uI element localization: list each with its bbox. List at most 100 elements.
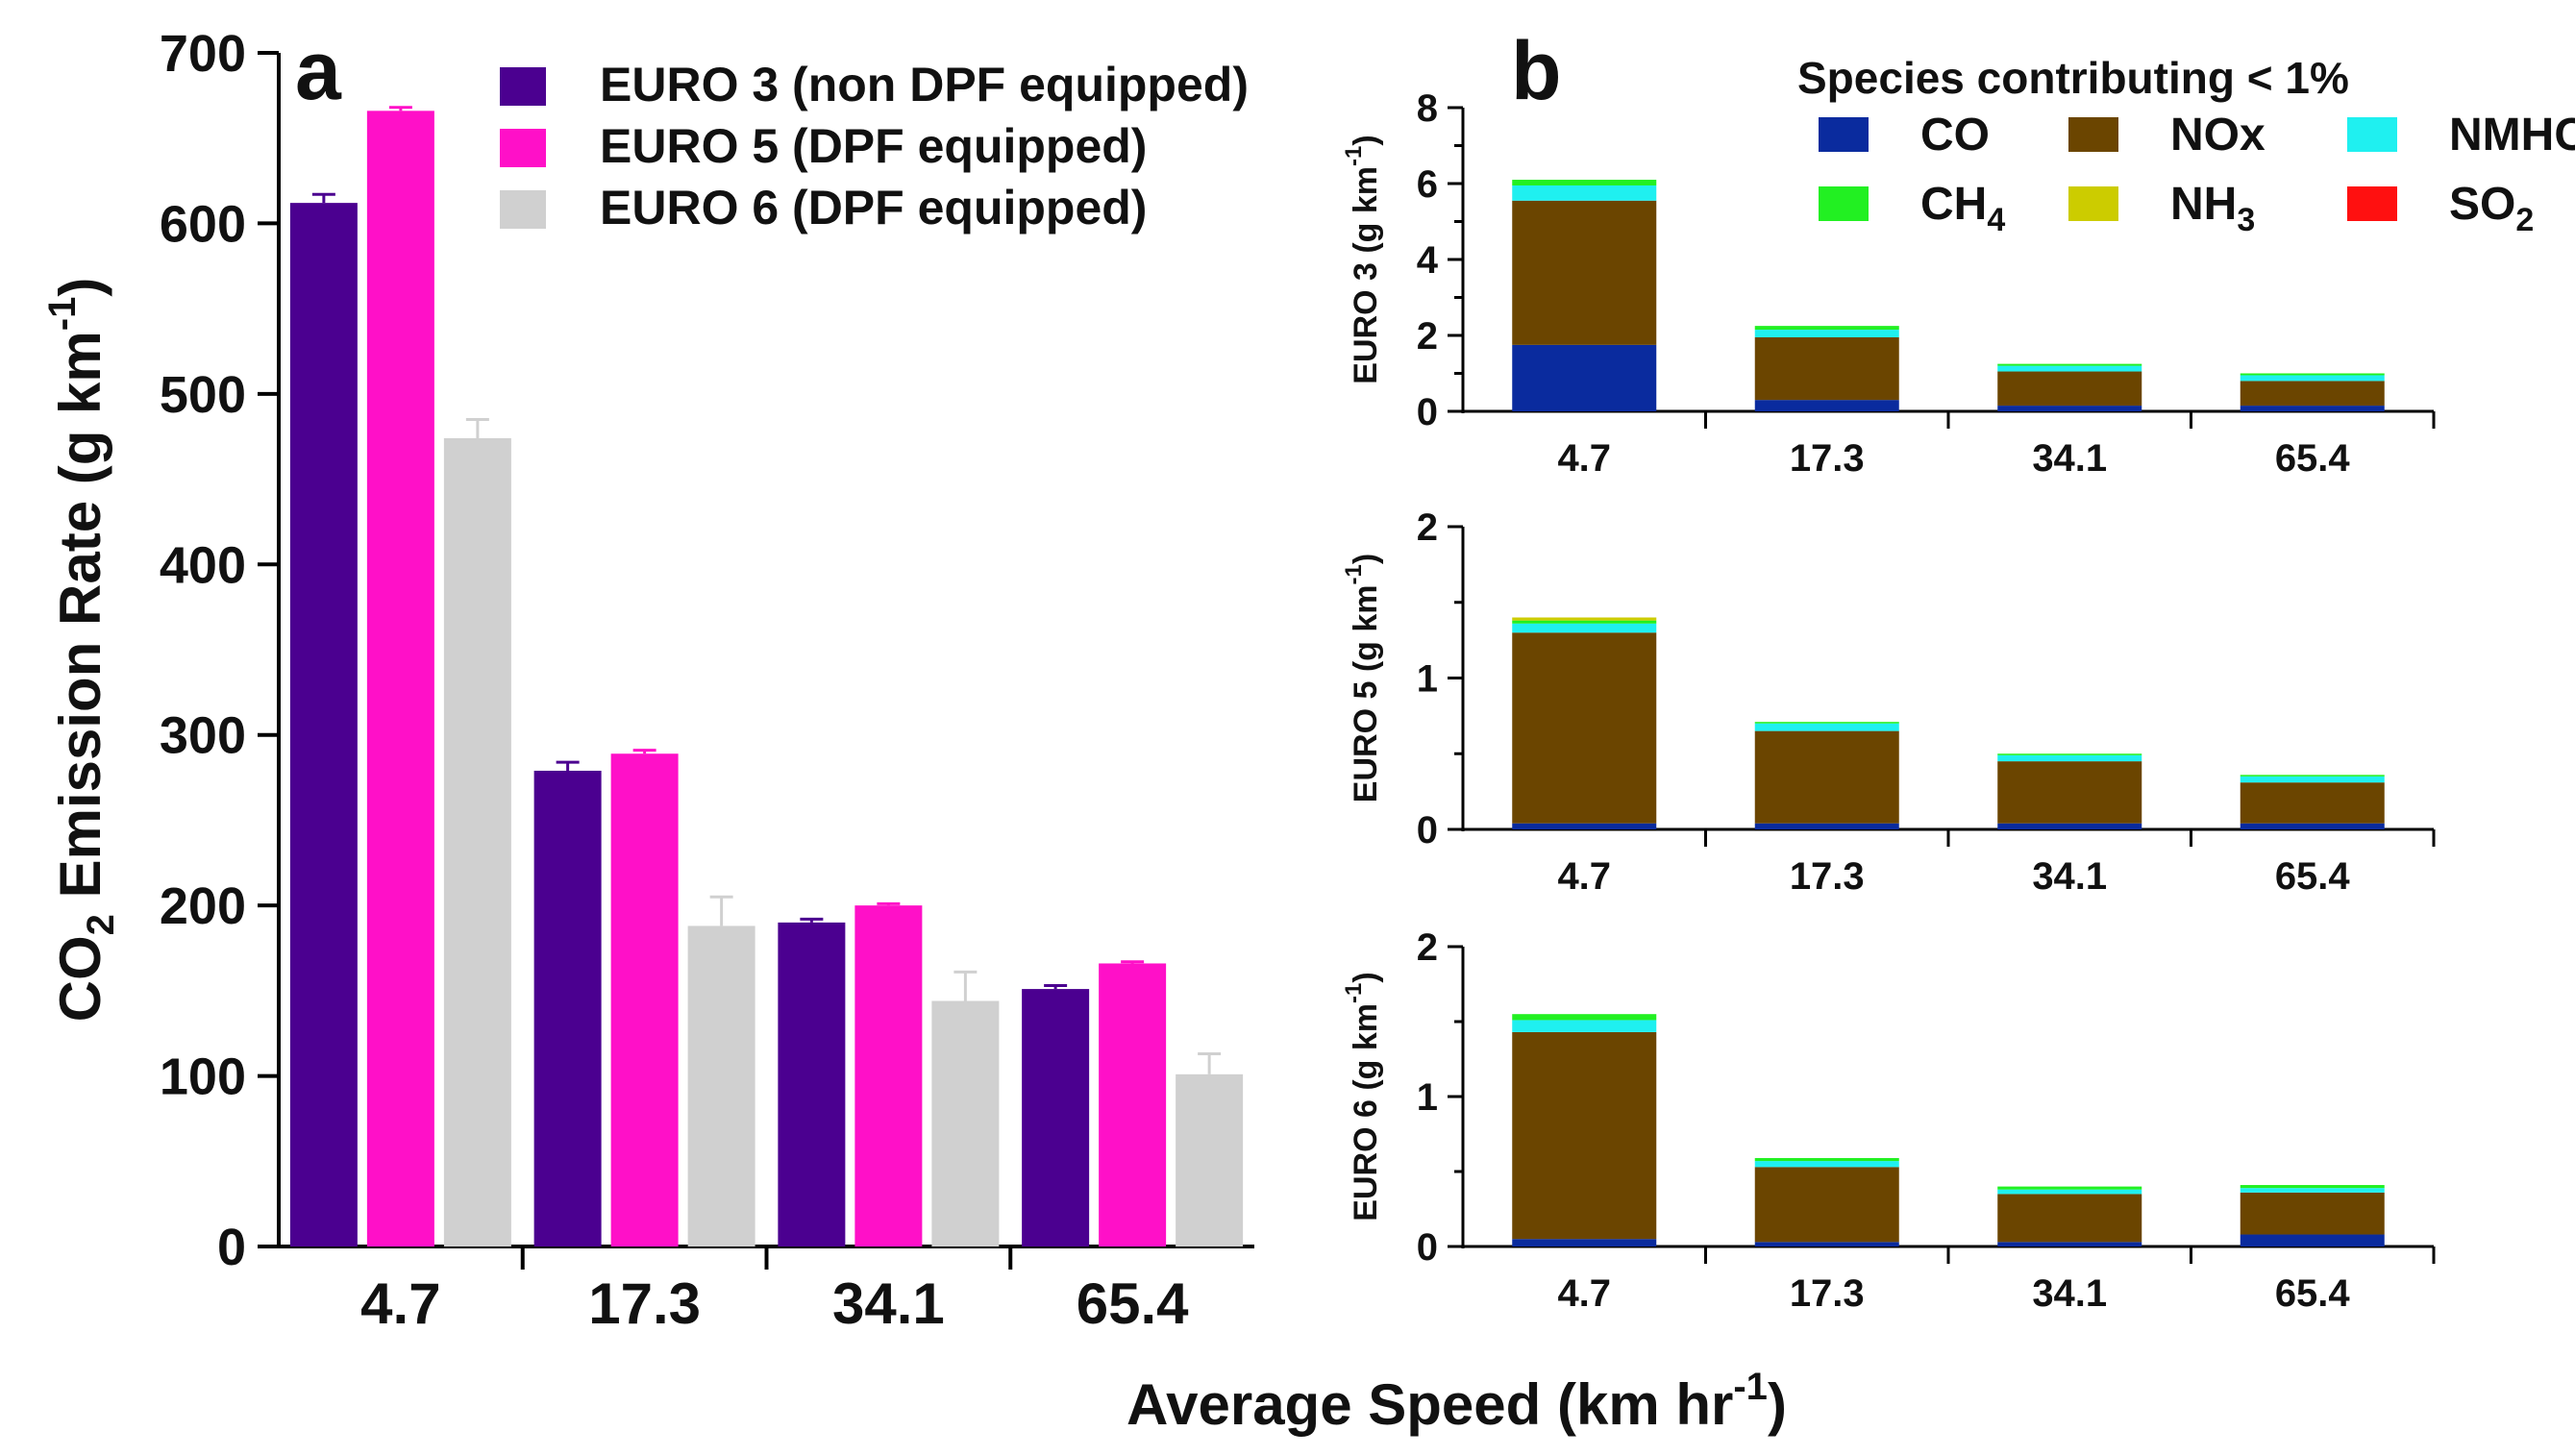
panel-b-y-tick-label: 1 xyxy=(1417,658,1438,701)
panel-b-y-tick-label: 2 xyxy=(1417,926,1438,969)
panel-a-y-tick-label: 200 xyxy=(160,877,246,935)
panel-b-stack-segment xyxy=(2240,373,2385,376)
panel-a-bar xyxy=(1022,989,1090,1246)
panel-a-y-tick-label: 0 xyxy=(217,1219,246,1276)
panel-b-stack-segment xyxy=(1754,400,1899,411)
panel-b-legend-swatch xyxy=(2068,117,2118,152)
panel-b-y-tick-label: 0 xyxy=(1417,809,1438,851)
panel-b-x-tick-label: 65.4 xyxy=(2275,1272,2351,1315)
panel-a-label: a xyxy=(295,25,342,117)
panel-b-stack-segment xyxy=(1997,363,2142,366)
panel-b-x-tick-label: 65.4 xyxy=(2275,437,2351,480)
panel-b-x-tick-label: 4.7 xyxy=(1557,437,1611,480)
panel-b-x-tick-label: 4.7 xyxy=(1557,1272,1611,1315)
panel-a-legend-label: EURO 3 (non DPF equipped) xyxy=(600,58,1249,111)
panel-b-x-tick-label: 17.3 xyxy=(1790,855,1865,898)
panel-a-bar xyxy=(443,437,511,1246)
panel-b-stack-segment xyxy=(1512,180,1657,185)
panel-b-stack-segment xyxy=(1754,336,1899,401)
panel-b-stack-segment xyxy=(1512,620,1657,624)
panel-b-stack-segment xyxy=(1997,371,2142,407)
panel-b-legend-title: Species contributing < 1% xyxy=(1797,53,2349,103)
panel-b-stack-segment xyxy=(1512,1031,1657,1240)
panel-b-stack-segment xyxy=(1997,754,2142,762)
panel-b-stack-segment xyxy=(2240,823,2385,829)
panel-b-stack-segment xyxy=(1512,1239,1657,1246)
panel-b-legend-label: NH3 xyxy=(2170,179,2255,238)
panel-b-y-tick-label: 6 xyxy=(1417,163,1438,206)
panel-a-x-tick-label: 17.3 xyxy=(588,1271,701,1336)
panel-a-bar xyxy=(854,905,923,1246)
panel-b-y-tick-label: 4 xyxy=(1417,239,1439,282)
panel-b-legend-label: NMHC xyxy=(2449,110,2575,160)
panel-a-bar-chart: 0 100 200 300 400 500 600 700 CO2 Emission Rate … xyxy=(41,25,1254,1336)
panel-b-stack-segment xyxy=(1997,365,2142,372)
panel-a-bar xyxy=(1099,963,1167,1246)
panel-b-x-tick-label: 34.1 xyxy=(2032,855,2107,898)
panel-b-y-tick-label: 8 xyxy=(1417,87,1438,130)
panel-a-bar xyxy=(366,111,434,1247)
panel-b-legend-label: SO2 xyxy=(2449,179,2534,238)
panel-b-stack-segment xyxy=(1512,200,1657,345)
panel-a-bar xyxy=(1176,1073,1244,1246)
panel-a-y-tick-label: 600 xyxy=(160,195,246,253)
panel-b-legend-swatch xyxy=(2347,117,2397,152)
panel-b-stack-segment xyxy=(1997,761,2142,824)
panel-b-x-tick-label: 65.4 xyxy=(2275,855,2351,898)
panel-b-stack-segment xyxy=(2240,776,2385,783)
panel-b-legend-swatch xyxy=(1819,117,1869,152)
panel-b-stack-segment xyxy=(2240,1234,2385,1246)
panel-a-x-tick-label: 65.4 xyxy=(1077,1271,1189,1336)
panel-a-y-tick-label: 700 xyxy=(160,25,246,83)
panel-b-y-tick-label: 2 xyxy=(1417,506,1438,549)
panel-b-legend-label: NOx xyxy=(2170,110,2266,160)
panel-b-stack-segment xyxy=(1754,330,1899,337)
panel-b-stack-segment xyxy=(1512,632,1657,824)
panel-a-bar xyxy=(610,753,679,1246)
panel-b-legend-label: CO xyxy=(1920,110,1990,160)
panel-b-legend-swatch xyxy=(1819,186,1869,221)
panel-b-y-tick-label: 1 xyxy=(1417,1076,1438,1119)
panel-a-legend-label: EURO 6 (DPF equipped) xyxy=(600,181,1147,234)
panel-a-y-tick-label: 500 xyxy=(160,366,246,424)
panel-b-y-tick-label: 2 xyxy=(1417,315,1438,358)
panel-a-legend-swatch xyxy=(500,67,546,106)
panel-b-stack-segment xyxy=(1754,823,1899,829)
panel-b-stack-segment xyxy=(2240,406,2385,411)
panel-b-y-axis-label: EURO 5 (g km-1) xyxy=(1341,554,1384,802)
panel-a-x-tick-label: 4.7 xyxy=(360,1271,440,1336)
panel-b-stack-segment xyxy=(2240,775,2385,777)
panel-b-stack-segment xyxy=(1512,617,1657,621)
panel-b-stack-segment xyxy=(1512,344,1657,411)
panel-b-y-tick-label: 0 xyxy=(1417,1226,1438,1269)
panel-b-stack-segment xyxy=(1512,185,1657,201)
panel-b-stack-segment xyxy=(2240,381,2385,407)
panel-b-y-axis-label: EURO 6 (g km-1) xyxy=(1341,972,1384,1221)
panel-a-legend-swatch xyxy=(500,129,546,167)
panel-b-stack-segment xyxy=(2240,1185,2385,1189)
panel-b-stack-segment xyxy=(2240,1188,2385,1193)
panel-b-stack-segment xyxy=(1512,1020,1657,1032)
panel-a-legend-swatch xyxy=(500,190,546,229)
panel-a-legend-label: EURO 5 (DPF equipped) xyxy=(600,119,1147,173)
panel-b-stack-segment xyxy=(1512,623,1657,633)
panel-b-stack-segment xyxy=(1997,753,2142,755)
panel-a-bar xyxy=(931,1000,1000,1246)
panel-b-stack-segment xyxy=(1754,1242,1899,1246)
panel-b-stack-segment xyxy=(1754,1157,1899,1162)
panel-b-stack-segment xyxy=(2240,782,2385,824)
panel-b-stack-segment xyxy=(2240,375,2385,382)
panel-a-bar xyxy=(778,922,846,1246)
panel-a-bar xyxy=(289,203,358,1246)
panel-b-y-axis-label: EURO 3 (g km-1) xyxy=(1341,135,1384,383)
panel-b-stack-segment xyxy=(1754,730,1899,824)
panel-a-y-tick-label: 100 xyxy=(160,1049,246,1106)
panel-b-stack-segment xyxy=(1754,1167,1899,1243)
panel-b-legend-swatch xyxy=(2347,186,2397,221)
panel-b-stack-segment xyxy=(1754,326,1899,331)
panel-a-y-axis-label: CO2 Emission Rate (g km-1) xyxy=(41,278,122,1023)
panel-b-stack-segment xyxy=(1997,823,2142,829)
panel-b-y-tick-label: 0 xyxy=(1417,391,1438,433)
panel-b-stack-segment xyxy=(1512,823,1657,829)
